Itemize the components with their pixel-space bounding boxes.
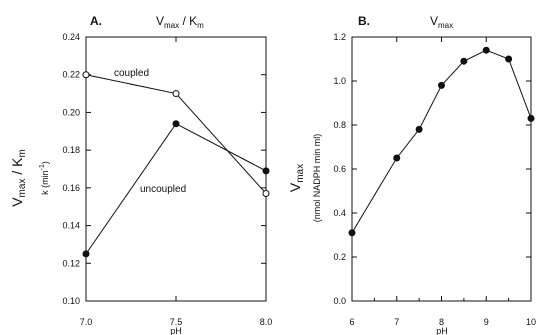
panel-b-ytick-label: 1.0 (333, 76, 346, 86)
panel-b-ytick-label: 0.4 (333, 208, 346, 218)
panel-b-ytick-label: 0.0 (333, 296, 346, 306)
panel-a-xtick-label: 8.0 (260, 317, 273, 327)
panel-b-data-point (415, 125, 423, 133)
panel-b-ytick-label: 0.6 (333, 164, 346, 174)
panel-b-plot: 0.0 0.2 0.4 0.6 0.8 1.0 1.2 6 7 8 9 10 (333, 32, 536, 327)
panel-b-xtick-label: 10 (526, 317, 536, 327)
panel-a-xlabel: pH (170, 326, 182, 335)
panel-b-plot-frame (351, 36, 532, 302)
panel-b-xtick-label: 9 (484, 317, 489, 327)
panel-a-ytick-label: 0.18 (62, 145, 80, 155)
panel-b-xtick-label: 6 (349, 317, 354, 327)
panel-a-plot-frame (85, 36, 267, 302)
panel-a-data-point-coupled (262, 190, 270, 198)
panel-b-data-point (438, 81, 445, 89)
panel-b-ytick-label: 0.2 (333, 252, 346, 262)
panel-b-data-point (460, 57, 468, 65)
panel-b-series-line (351, 49, 532, 234)
panel-a-ytick-label: 0.14 (62, 221, 80, 231)
panel-b-ylabel: Vmax (287, 164, 306, 192)
panel-b-title: Vmax (430, 14, 453, 30)
panel-b-data-point (527, 114, 535, 122)
panel-a-data-point-coupled (172, 90, 180, 98)
panel-b-xtick-label: 7 (394, 317, 399, 327)
panel-b-data-point (482, 46, 490, 54)
panel-a-xtick-label: 7.0 (80, 317, 93, 327)
panel-a-ylabel-sub: k (min-1) (39, 161, 50, 195)
panel-a-ytick-label: 0.10 (62, 296, 80, 306)
panel-a-data-point-uncoupled (82, 250, 90, 258)
panel-a-data-point-coupled (82, 71, 90, 79)
panel-a-series-label-uncoupled: uncoupled (140, 184, 186, 195)
panel-a-title: Vmax / Km (156, 14, 204, 30)
panel-a-ytick-label: 0.12 (62, 258, 80, 268)
panel-b-xlabel: pH (436, 326, 448, 335)
panel-a-ytick-label: 0.24 (62, 32, 80, 42)
panel-a-data-point-uncoupled (262, 167, 270, 175)
panel-a-letter: A. (90, 14, 102, 28)
panel-a-series-label-coupled: coupled (114, 68, 149, 79)
panel-a-data-point-uncoupled (172, 120, 180, 128)
panel-a-ytick-label: 0.16 (62, 183, 80, 193)
panel-b-data-point (393, 154, 401, 162)
panel-b-xtick-label: 8 (439, 317, 444, 327)
panel-b-ytick-label: 0.8 (333, 120, 346, 130)
panel-a-ytick-label: 0.22 (62, 70, 80, 80)
panel-a-xtick-label: 7.5 (170, 317, 183, 327)
panel-b-data-point (348, 229, 356, 237)
panel-b-ytick-label: 1.2 (333, 32, 346, 42)
panel-a-plot: 0.10 0.12 0.14 0.16 0.18 0.20 0.22 0.24 7.0 7.5 8.… (62, 32, 272, 327)
panel-b-ylabel-sub: (nmol NADPH min ml) (312, 134, 322, 223)
panel-b-letter: B. (358, 14, 370, 28)
panel-a-ylabel: Vmax / Km (9, 149, 28, 207)
panel-b-data-point (505, 55, 513, 63)
panel-a-ytick-label: 0.20 (62, 107, 80, 117)
